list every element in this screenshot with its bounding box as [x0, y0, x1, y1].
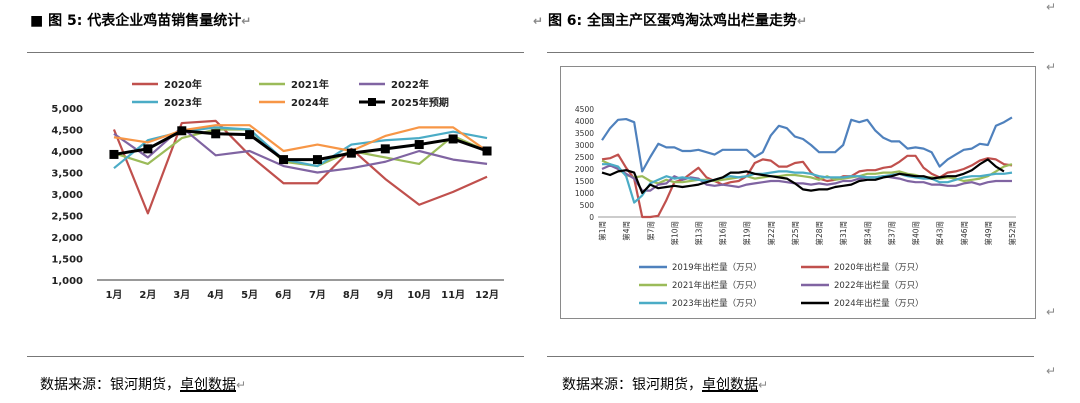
x-tick-label: 第10周	[669, 221, 679, 246]
y-tick-label: 1500	[575, 177, 594, 186]
x-tick-label: 6月	[275, 289, 292, 301]
series-line-2019	[601, 116, 1013, 173]
x-tick-label: 第25周	[790, 221, 800, 246]
x-tick-label: 10月	[407, 289, 431, 301]
legend-label: 2020年	[164, 78, 202, 91]
x-tick-label: 第34周	[862, 221, 872, 246]
y-tick-label: 5,000	[51, 104, 83, 115]
data-point	[177, 126, 187, 136]
x-tick-label: 9月	[377, 289, 394, 301]
right-source: 数据来源：银河期货，卓创数据↵	[562, 377, 769, 393]
series-line-2022	[601, 164, 1012, 192]
right-title-rule	[547, 52, 1034, 53]
data-point	[346, 148, 356, 158]
legend-label: 2024年出栏量（万只）	[834, 298, 924, 309]
right-chart-frame: 0 500 1000 1500 2000 2500 3000 3500 4000 4500 第1周 第…	[560, 66, 1036, 319]
series-line-2020	[112, 119, 488, 215]
series-line-2024	[601, 158, 1005, 195]
left-source-rule	[27, 356, 524, 357]
x-tick-label: 第49周	[983, 221, 993, 246]
x-tick-label: 1月	[105, 289, 122, 301]
legend-label: 2024年	[291, 96, 329, 109]
data-point	[143, 144, 153, 154]
legend-label: 2022年	[391, 78, 429, 91]
data-point	[211, 129, 221, 139]
x-tick-label: 8月	[343, 289, 360, 301]
x-tick-label: 2月	[139, 289, 156, 301]
x-tick-label: 第1周	[597, 221, 607, 241]
para-mark: ↵	[1046, 0, 1057, 14]
y-tick-label: 3,000	[51, 190, 83, 201]
y-tick-label: 2,000	[51, 233, 83, 244]
x-tick-label: 第52周	[1007, 221, 1017, 246]
para-mark: ↵	[1046, 364, 1057, 378]
x-tick-label: 11月	[441, 289, 465, 301]
y-tick-label: 1,500	[51, 255, 83, 266]
data-point	[245, 130, 255, 140]
left-title-rule	[27, 52, 524, 53]
right-chart-title: ↵ 图 6: 全国主产区蛋鸡淘汰鸡出栏量走势↵	[533, 13, 808, 29]
y-tick-label: 2500	[575, 153, 594, 162]
data-point	[448, 134, 458, 144]
x-tick-label: 第31周	[838, 221, 848, 246]
legend-label: 2022年出栏量（万只）	[834, 280, 924, 291]
legend-label: 2023年出栏量（万只）	[672, 298, 762, 309]
x-tick-label: 第43周	[935, 221, 945, 246]
right-source-link[interactable]: 卓创数据	[702, 377, 758, 393]
x-tick-label: 第19周	[742, 221, 752, 246]
x-tick-label: 第16周	[718, 221, 728, 246]
series-line-2025	[113, 129, 488, 162]
x-tick-label: 第28周	[814, 221, 824, 246]
x-tick-label: 第7周	[645, 221, 655, 241]
y-tick-label: 4000	[575, 117, 594, 126]
left-chart: 1,000 1,500 2,000 2,500 3,000 3,500 4,000 4,500…	[51, 78, 504, 301]
data-point	[109, 149, 119, 159]
y-tick-label: 2,500	[51, 212, 83, 223]
y-tick-label: 3000	[575, 141, 594, 150]
x-tick-label: 3月	[173, 289, 190, 301]
x-tick-label: 第13周	[693, 221, 703, 246]
right-chart: 0 500 1000 1500 2000 2500 3000 3500 4000 4500 第1周 第…	[575, 105, 1017, 309]
data-point	[279, 155, 289, 165]
legend-label: 2025年预期	[391, 96, 449, 109]
legend-label: 2021年	[291, 78, 329, 91]
legend-label: 2021年出栏量（万只）	[672, 280, 762, 291]
data-point	[312, 155, 322, 165]
left-chart-title: ■ 图 5: 代表企业鸡苗销售量统计↵	[30, 13, 252, 29]
x-tick-label: 7月	[309, 289, 326, 301]
y-tick-label: 0	[589, 213, 594, 222]
y-tick-label: 500	[580, 201, 595, 210]
left-source: 数据来源：银河期货，卓创数据↵	[40, 377, 247, 393]
para-mark: ↵	[1046, 60, 1057, 74]
x-tick-label: 第4周	[621, 221, 631, 241]
y-tick-label: 1000	[575, 189, 594, 198]
x-tick-label: 第40周	[911, 221, 921, 246]
y-tick-label: 4500	[575, 105, 594, 114]
y-tick-label: 3,500	[51, 169, 83, 180]
x-tick-label: 12月	[475, 289, 499, 301]
series-line-2023	[602, 163, 1013, 204]
y-tick-label: 2000	[575, 165, 594, 174]
data-point	[380, 144, 390, 154]
y-tick-label: 1,000	[51, 276, 83, 287]
legend-label: 2019年出栏量（万只）	[672, 262, 762, 273]
y-tick-label: 4,000	[51, 147, 83, 158]
data-point	[414, 140, 424, 150]
x-tick-label: 第37周	[886, 221, 896, 246]
x-tick-label: 4月	[207, 289, 224, 301]
legend-label: 2023年	[164, 96, 202, 109]
x-tick-label: 5月	[241, 289, 258, 301]
y-tick-label: 3500	[575, 129, 594, 138]
legend-label: 2020年出栏量（万只）	[834, 262, 924, 273]
right-source-rule	[547, 356, 1034, 357]
legend-marker	[368, 98, 376, 106]
para-mark: ↵	[1046, 305, 1057, 319]
x-tick-label: 第46周	[959, 221, 969, 246]
data-point	[482, 146, 492, 156]
x-tick-label: 第22周	[766, 221, 776, 246]
left-source-link[interactable]: 卓创数据	[180, 377, 236, 393]
y-tick-label: 4,500	[51, 126, 83, 137]
series-line-2020	[601, 153, 1013, 219]
